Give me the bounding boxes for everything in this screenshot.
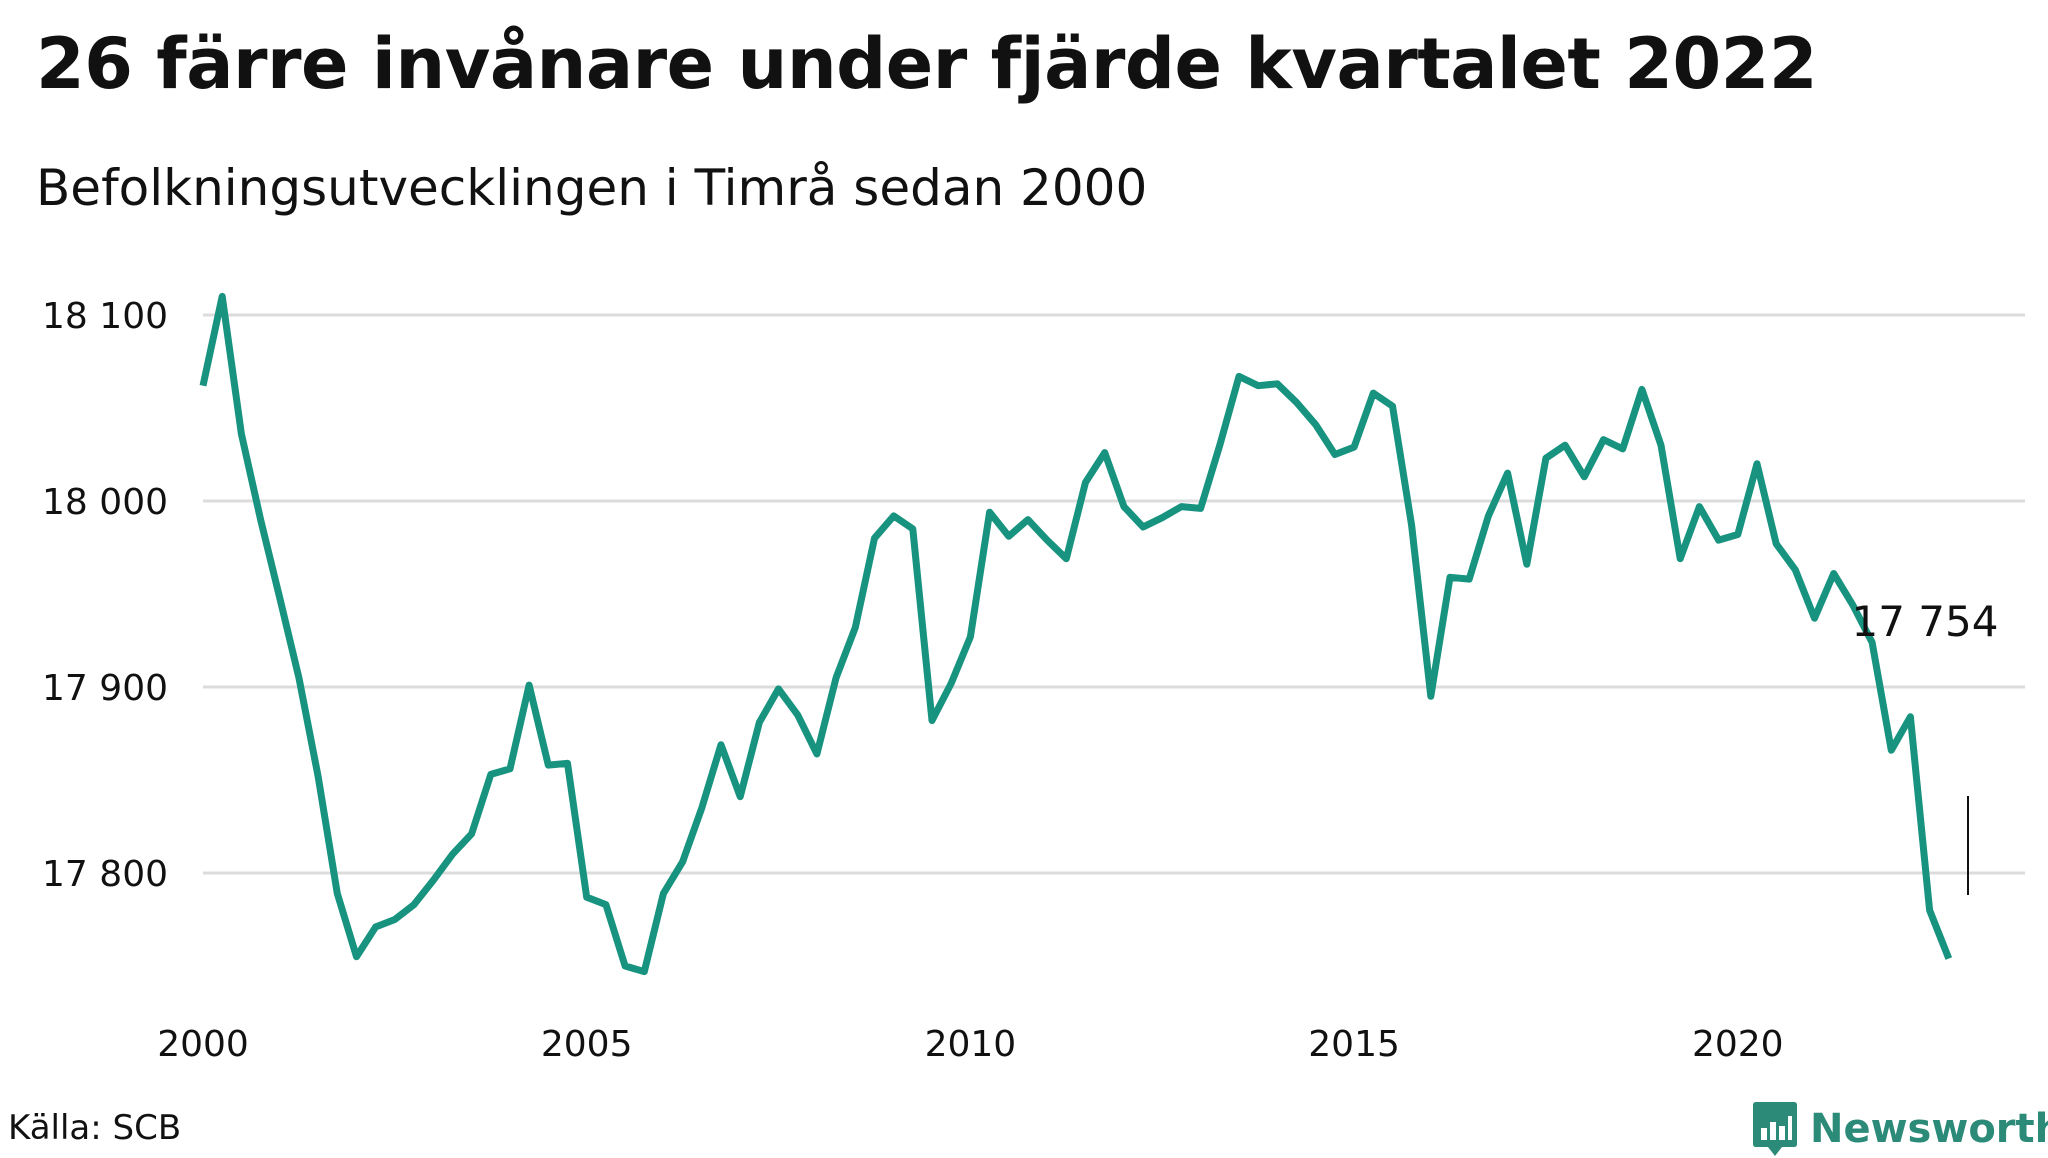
series-line [199, 292, 1953, 976]
chart-subtitle: Befolkningsutvecklingen i Timrå sedan 20… [36, 159, 1148, 217]
y-axis-ticks: 17 800 17 900 18 000 18 100 [42, 296, 168, 895]
gridlines [203, 313, 2025, 875]
y-tick-label: 17 900 [42, 668, 168, 709]
line-chart: 17 800 17 900 18 000 18 100 2000 2005 2010 201… [42, 292, 2025, 1065]
bar-chart-logo-icon [1753, 1102, 1797, 1156]
x-tick-label: 2015 [1308, 1024, 1400, 1065]
x-tick-label: 2020 [1692, 1024, 1784, 1065]
y-tick-label: 17 800 [42, 854, 168, 895]
chart-title: 26 färre invånare under fjärde kvartalet… [36, 23, 1818, 105]
x-axis-ticks: 2000 2005 2010 2015 2020 [157, 1024, 1783, 1065]
x-tick-label: 2000 [157, 1024, 249, 1065]
y-tick-label: 18 000 [42, 482, 168, 523]
x-tick-label: 2005 [541, 1024, 633, 1065]
brand-name: Newsworthy [1810, 1106, 2048, 1152]
y-tick-label: 18 100 [42, 296, 168, 337]
source-note: Källa: SCB [8, 1108, 182, 1148]
x-tick-label: 2010 [925, 1024, 1017, 1065]
end-value-label: 17 754 [1852, 597, 1999, 646]
brand-logo: Newsworthy [1752, 1100, 2048, 1158]
